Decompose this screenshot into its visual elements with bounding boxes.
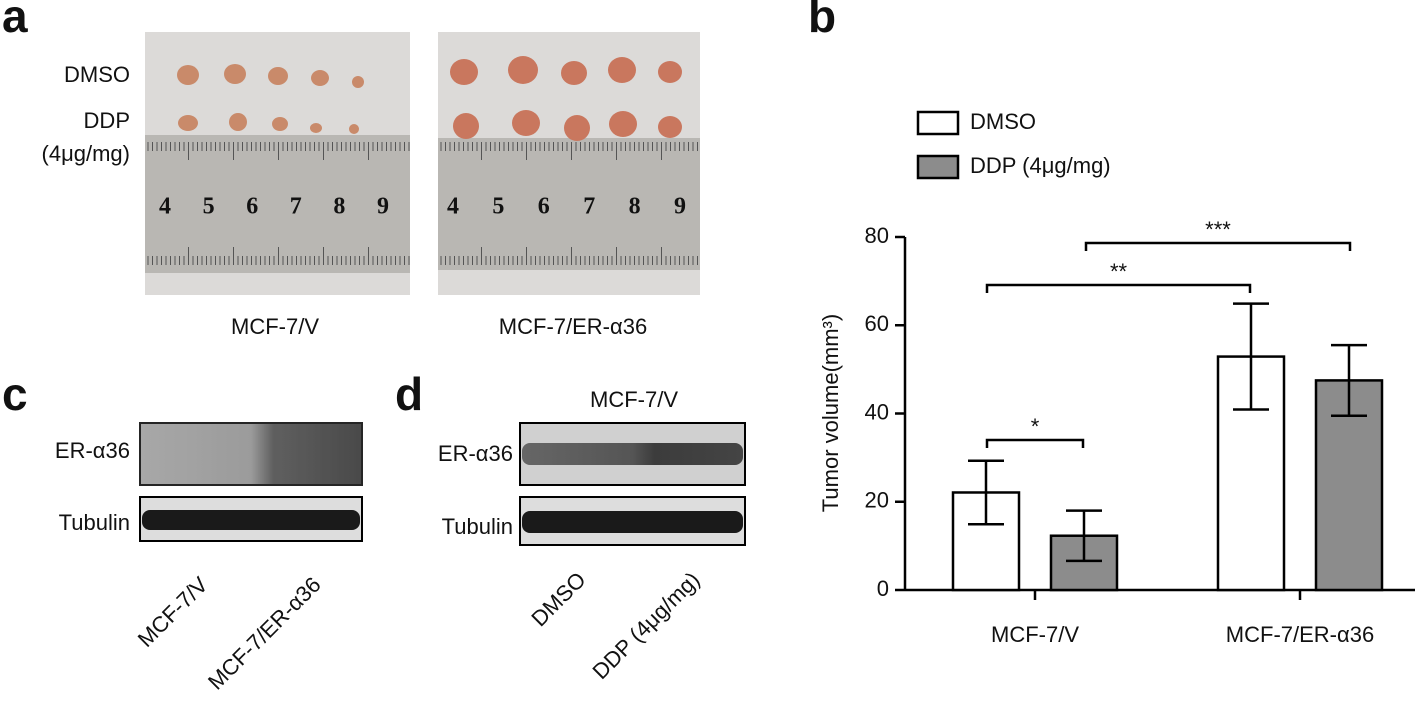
row-label: DMSO: [64, 62, 130, 87]
significance-label: **: [1110, 259, 1128, 284]
blot: [139, 422, 363, 486]
significance-bracket: [1084, 241, 1352, 251]
ruler-label: 6: [246, 194, 258, 220]
photo-caption: MCF-7/V: [231, 314, 319, 339]
ruler-label: 6: [538, 194, 550, 220]
ruler-label: 8: [629, 194, 641, 220]
row-label: ER-α36: [438, 441, 513, 466]
error-bar: [1331, 343, 1367, 417]
ruler-label: 9: [674, 194, 686, 220]
error-bar: [1066, 509, 1102, 563]
lane-label: DMSO: [526, 567, 590, 631]
x-tick-label: MCF-7/V: [991, 622, 1079, 647]
ruler-label: 8: [333, 194, 345, 220]
legend-swatch: [916, 154, 960, 180]
legend-label: DMSO: [970, 109, 1036, 134]
row-label: DDP: [84, 108, 130, 133]
ruler-label: 9: [377, 194, 389, 220]
error-bar: [968, 459, 1004, 526]
row-label: ER-α36: [55, 438, 130, 463]
legend-swatch: [916, 110, 960, 136]
significance-bracket: [985, 283, 1252, 293]
blot-band: [142, 510, 360, 530]
row-label: Tubulin: [442, 514, 513, 539]
blot-band: [522, 511, 743, 533]
ruler-label: 5: [203, 194, 215, 220]
row-label: Tubulin: [59, 510, 130, 535]
ruler-label: 4: [447, 194, 459, 220]
legend-label: DDP (4μg/mg): [970, 153, 1111, 178]
lane-label: MCF-7/V: [133, 572, 213, 652]
photo: [438, 32, 700, 295]
y-tick-label: 80: [865, 223, 889, 248]
panel-letter: c: [2, 368, 28, 420]
significance-label: ***: [1205, 217, 1231, 242]
x-tick-label: MCF-7/ER-α36: [1226, 622, 1374, 647]
y-axis-label: Tumor volume(mm³): [818, 314, 843, 512]
y-tick-label: 20: [865, 488, 889, 513]
lane-label: MCF-7/ER-α36: [203, 572, 326, 695]
ruler-label: 4: [159, 194, 171, 220]
y-tick-label: 0: [877, 576, 889, 601]
lane-label: DDP (4μg/mg): [588, 567, 705, 684]
ruler-label: 7: [583, 194, 595, 220]
ruler-label: 5: [492, 194, 504, 220]
panel-letter: a: [2, 0, 28, 42]
row-label: (4μg/mg): [42, 141, 130, 166]
panel-letter: b: [808, 0, 836, 42]
ruler-label: 7: [290, 194, 302, 220]
photo-caption: MCF-7/ER-α36: [499, 314, 647, 339]
y-tick-label: 40: [865, 399, 889, 424]
blot-band: [522, 443, 743, 465]
significance-bracket: [985, 438, 1085, 448]
y-tick-label: 60: [865, 311, 889, 336]
photo: [145, 32, 410, 295]
significance-label: *: [1031, 414, 1040, 439]
error-bar: [1233, 302, 1269, 411]
panel-letter: d: [395, 368, 423, 420]
panel-title: MCF-7/V: [590, 387, 678, 412]
